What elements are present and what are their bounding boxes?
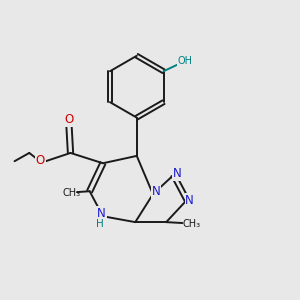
Text: N: N <box>173 167 182 180</box>
Text: O: O <box>64 113 74 127</box>
Text: N: N <box>152 185 160 198</box>
Text: N: N <box>97 207 106 220</box>
Text: CH₃: CH₃ <box>182 219 200 229</box>
Text: OH: OH <box>178 56 193 66</box>
Text: N: N <box>185 194 194 207</box>
Text: H: H <box>96 220 104 230</box>
Text: O: O <box>36 154 45 167</box>
Text: CH₃: CH₃ <box>62 188 80 198</box>
